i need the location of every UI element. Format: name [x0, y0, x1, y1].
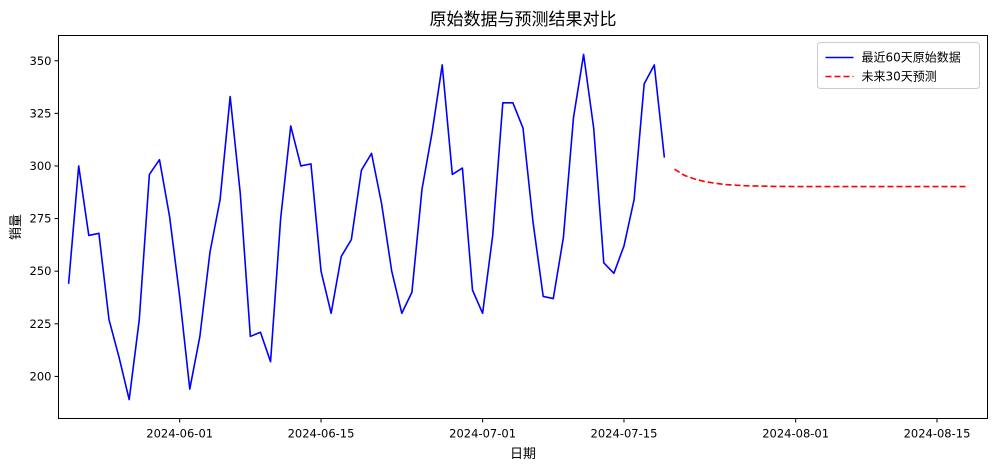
x-tick-label: 2024-08-15	[904, 427, 971, 441]
legend-box	[817, 42, 980, 89]
x-axis-label: 日期	[510, 447, 536, 462]
x-tick-label: 2024-08-01	[762, 427, 829, 441]
y-tick-label: 275	[30, 212, 52, 226]
x-tick-label: 2024-07-15	[591, 427, 658, 441]
y-tick-label: 325	[30, 106, 52, 120]
x-axis: 2024-06-01 2024-06-15 2024-07-01 2024-07-15…	[146, 418, 971, 441]
plot-frame	[58, 35, 988, 419]
x-tick-label: 2024-07-01	[449, 427, 516, 441]
chart-title: 原始数据与预测结果对比	[430, 10, 617, 30]
x-tick-label: 2024-06-01	[146, 427, 213, 441]
legend-label-1: 未来30天预测	[862, 70, 937, 84]
y-axis-label: 销量	[9, 214, 24, 240]
y-tick-label: 300	[30, 159, 52, 173]
y-tick-label: 350	[30, 54, 52, 68]
y-tick-label: 225	[30, 317, 52, 331]
y-axis: 200 225 250 275 300 325 350	[30, 54, 59, 383]
series-line-1	[674, 168, 968, 188]
x-tick-label: 2024-06-15	[288, 427, 355, 441]
y-tick-label: 200	[30, 369, 52, 383]
series-line-0	[67, 53, 666, 401]
legend-label-0: 最近60天原始数据	[862, 50, 961, 65]
y-tick-label: 250	[30, 264, 52, 278]
plot-area	[67, 53, 968, 401]
